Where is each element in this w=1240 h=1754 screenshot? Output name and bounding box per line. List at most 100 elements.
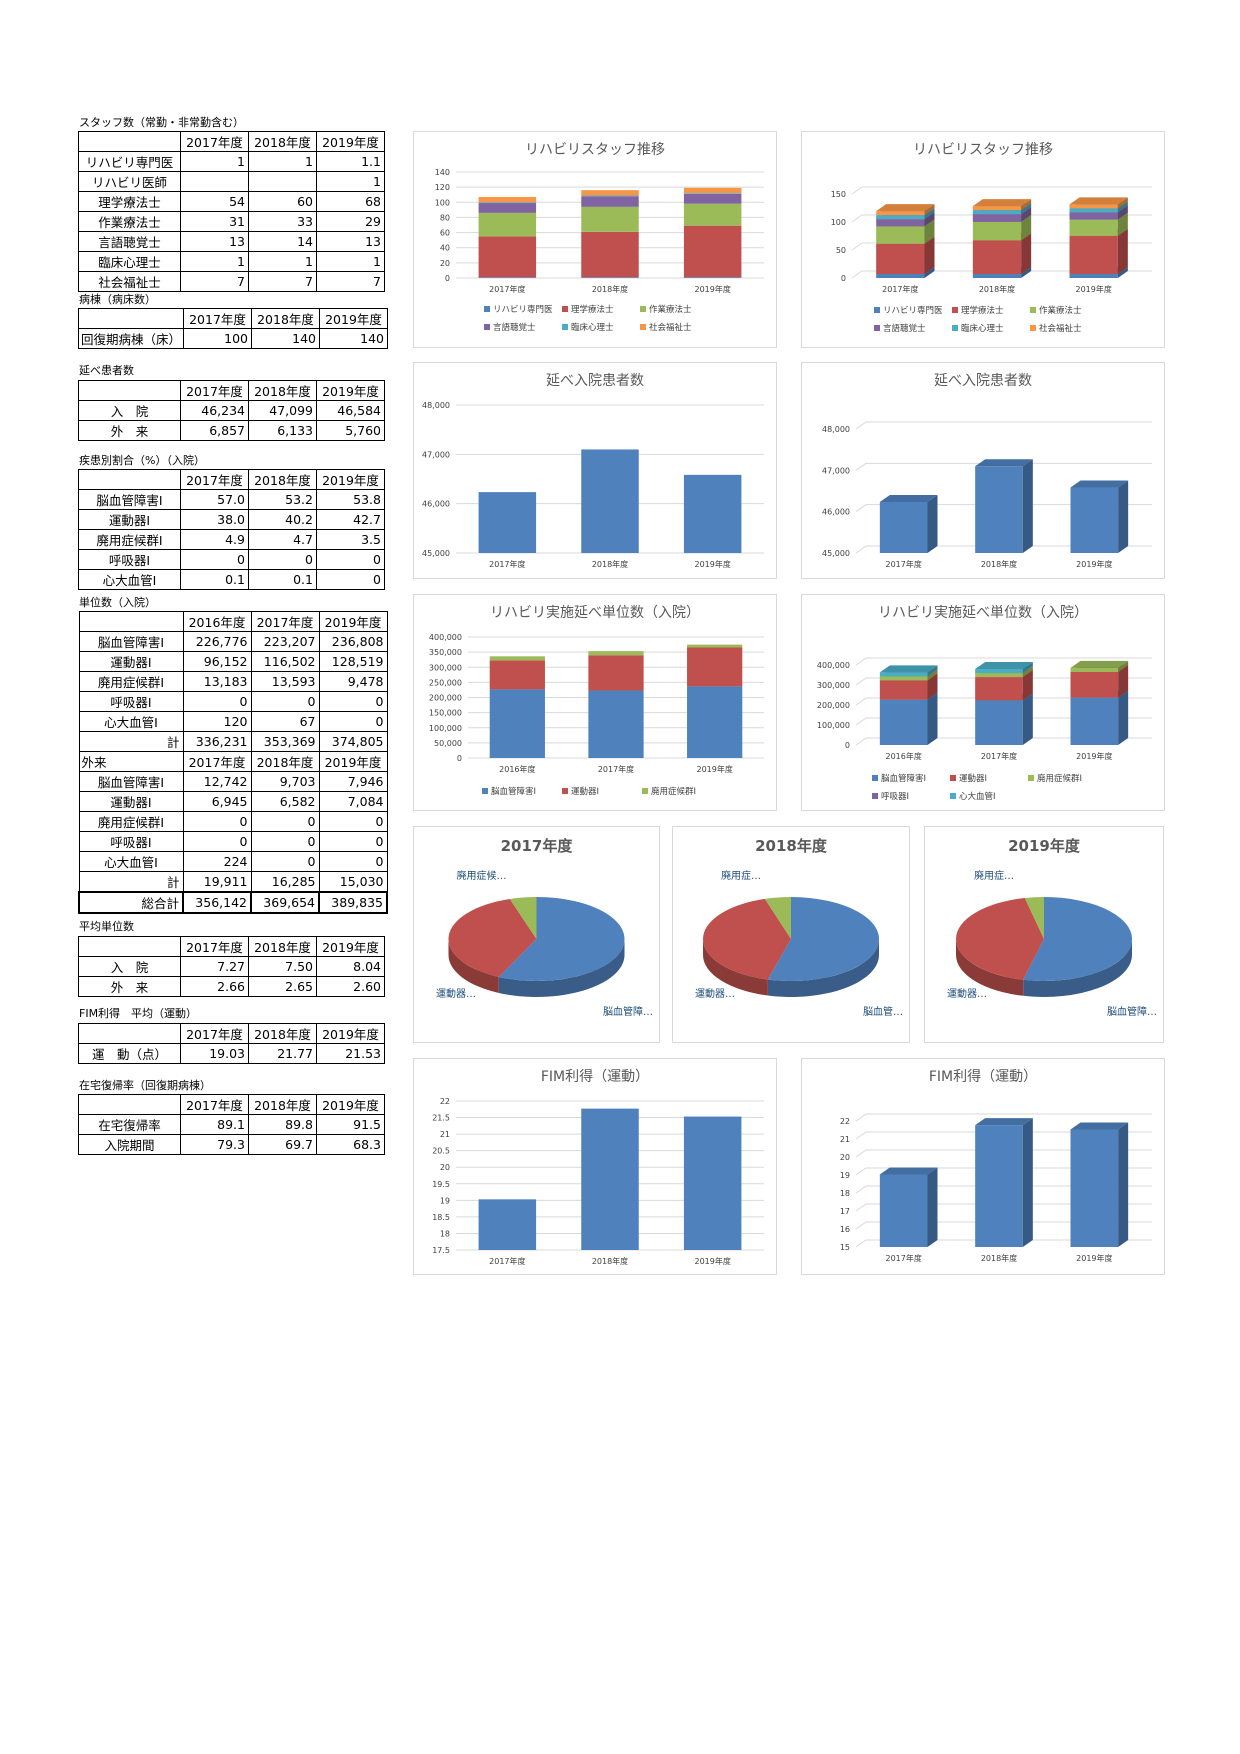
bar-face — [972, 274, 1022, 278]
value-cell: 0.1 — [248, 569, 317, 590]
value-cell: 53.8 — [316, 489, 385, 510]
bar-side — [1117, 228, 1128, 274]
y-tick-label: 45,000 — [822, 549, 850, 558]
bar-segment — [478, 277, 537, 278]
bar-segment — [588, 655, 644, 691]
value-cell: 47,099 — [248, 400, 317, 421]
table-row: リハビリ医師 1 — [78, 171, 385, 192]
units-title: 単位数（入院） — [79, 596, 156, 609]
value-cell: 120 — [182, 711, 252, 732]
patients-chart-2d: 延べ入院患者数 45,000 46,000 47,000 48,000 2017年度 201… — [413, 362, 777, 579]
bar-side — [1022, 662, 1033, 674]
bar-side — [927, 669, 938, 681]
value-cell: 1 — [248, 251, 317, 272]
value-cell: 13,593 — [250, 671, 320, 692]
row-label: 脳血管障害Ⅰ — [78, 631, 184, 652]
table-row: 運動器Ⅰ 96,152 116,502 128,519 — [78, 651, 388, 672]
bar-top — [1070, 480, 1129, 488]
bar-side — [1021, 203, 1032, 215]
bar-face — [975, 673, 1023, 678]
bar-top — [1069, 197, 1128, 205]
table-row: 廃用症候群Ⅰ 0 0 0 — [78, 811, 388, 832]
legend-swatch — [872, 775, 878, 781]
y-tick-label: 0 — [457, 754, 462, 763]
pie-slice — [509, 897, 537, 939]
value-cell: 7 — [180, 271, 249, 292]
header-row: 2017年度 2018年度 2019年度 — [78, 1023, 385, 1044]
bar-face — [972, 214, 1022, 222]
y-tick-label: 100,000 — [817, 721, 850, 730]
bar-side — [1022, 670, 1033, 701]
bar-face — [1070, 697, 1119, 745]
bar-face — [972, 240, 1022, 274]
header-blank-cell — [78, 380, 181, 401]
x-tick-label: 2017年度 — [489, 284, 525, 294]
header-blank-cell — [78, 131, 181, 152]
value-cell: 9,703 — [250, 771, 320, 792]
value-cell: 336,231 — [182, 731, 252, 752]
table-row: 作業療法士 31 33 29 — [78, 211, 385, 232]
header-blank-cell — [78, 936, 181, 957]
value-cell: 116,502 — [250, 651, 320, 672]
value-cell: 12,742 — [182, 771, 252, 792]
y-tick-label: 40 — [440, 244, 450, 253]
table-row: 心大血管Ⅰ 224 0 0 — [78, 851, 388, 872]
bar-face — [1069, 204, 1118, 209]
y-tick-label: 20.5 — [432, 1147, 450, 1156]
y-tick-label: 200,000 — [429, 694, 462, 703]
x-tick-label: 2018年度 — [981, 1253, 1017, 1263]
table-row: 運動器Ⅰ 38.0 40.2 42.7 — [78, 509, 385, 530]
value-cell: 356,142 — [182, 891, 252, 914]
value-cell: 38.0 — [180, 509, 249, 530]
y-tick-label: 19 — [440, 1196, 450, 1205]
row-label: 入 院 — [78, 956, 181, 977]
value-cell: 224 — [182, 851, 252, 872]
table-row: 運 動（点） 19.03 21.77 21.53 — [78, 1043, 385, 1064]
legend-swatch — [484, 306, 490, 312]
y-tick-label: 16 — [840, 1225, 850, 1234]
table-row: 脳血管障害Ⅰ 57.0 53.2 53.8 — [78, 489, 385, 510]
legend-label: リハビリ専門医 — [883, 305, 943, 316]
bar-top — [972, 199, 1032, 207]
bar-segment — [588, 690, 644, 758]
value-cell: 0.1 — [180, 569, 249, 590]
header-row: 2017年度 2018年度 2019年度 — [78, 936, 385, 957]
row-label: 臨床心理士 — [78, 251, 181, 272]
header-row: 2017年度 2018年度 2019年度 — [78, 131, 385, 152]
pie-slice — [498, 897, 625, 981]
legend-label: 臨床心理士 — [571, 322, 614, 333]
value-cell: 0 — [248, 549, 317, 570]
units-chart-2d: リハビリ実施延べ単位数（入院） 0 50,000 100,000 150,000 200,… — [413, 594, 777, 811]
value-cell: 0 — [318, 831, 388, 852]
row-label: 呼吸器Ⅰ — [78, 831, 184, 852]
bar-side — [1117, 205, 1128, 220]
value-cell: 13 — [180, 231, 249, 252]
header-cell: 2017年度 — [180, 936, 249, 957]
bar-segment — [683, 187, 742, 194]
bar-side — [1021, 207, 1032, 222]
y-tick-label: 47,000 — [822, 466, 850, 475]
table-row: リハビリ専門医 1 1 1.1 — [78, 151, 385, 172]
bar-face — [879, 1174, 928, 1247]
bar-segment — [581, 231, 639, 278]
value-cell: 0 — [318, 711, 388, 732]
bar-face — [879, 672, 928, 677]
bar-face — [975, 669, 1023, 674]
legend-label: リハビリ専門医 — [493, 304, 553, 315]
bar-segment — [588, 651, 644, 656]
y-tick-label: 20 — [440, 1163, 450, 1172]
bar-top — [876, 204, 935, 212]
table-row: 脳血管障害Ⅰ 226,776 223,207 236,808 — [78, 631, 388, 652]
fim-chart-3d-svg: FIM利得（運動） 15 16 17 18 19 20 21 22 2017年度 2018年度 201… — [840, 1068, 1152, 1263]
pie-side — [703, 939, 768, 996]
outpatient-label: 外来 — [78, 751, 184, 772]
table-row: 脳血管障害Ⅰ 12,742 9,703 7,946 — [78, 771, 388, 792]
bar-side — [924, 212, 935, 227]
y-tick-label: 100 — [831, 218, 846, 227]
bar — [581, 1108, 639, 1250]
bar-side — [927, 1167, 938, 1247]
chart-title: FIM利得（運動） — [929, 1068, 1037, 1085]
bar-side — [1118, 1122, 1129, 1247]
patients-title: 延べ患者数 — [79, 364, 134, 377]
